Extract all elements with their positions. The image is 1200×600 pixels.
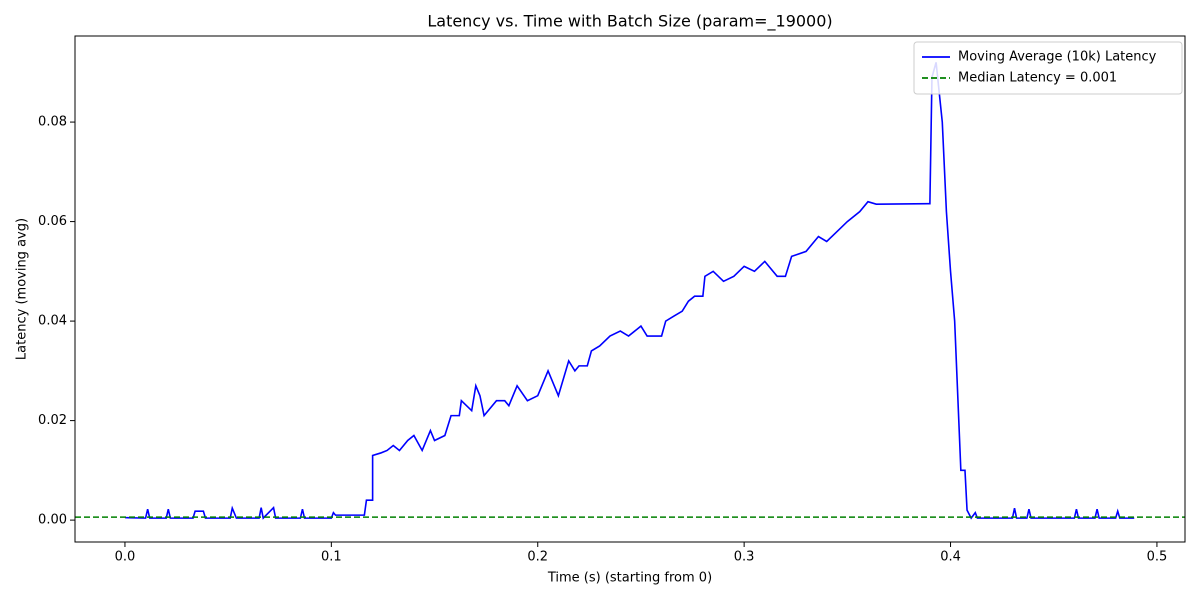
y-tick-label: 0.00 <box>38 513 67 528</box>
x-tick-label: 0.0 <box>115 550 136 565</box>
legend-label: Median Latency = 0.001 <box>958 71 1117 86</box>
x-tick-label: 0.2 <box>527 550 548 565</box>
x-tick-label: 0.5 <box>1147 550 1168 565</box>
x-axis-label: Time (s) (starting from 0) <box>547 571 712 586</box>
y-axis-label: Latency (moving avg) <box>15 218 30 360</box>
x-tick-label: 0.3 <box>734 550 755 565</box>
y-tick-label: 0.08 <box>38 115 67 130</box>
line-series <box>124 62 1135 520</box>
legend-box <box>913 41 1183 95</box>
plot-frame <box>74 35 1186 543</box>
x-tick-label: 0.4 <box>940 550 961 565</box>
x-tick-label: 0.1 <box>321 550 342 565</box>
y-tick-label: 0.06 <box>38 214 67 229</box>
y-tick-label: 0.04 <box>38 314 67 329</box>
legend-label: Moving Average (10k) Latency <box>958 50 1157 65</box>
y-tick-label: 0.02 <box>38 413 67 428</box>
chart-title: Latency vs. Time with Batch Size (param=… <box>427 12 832 32</box>
